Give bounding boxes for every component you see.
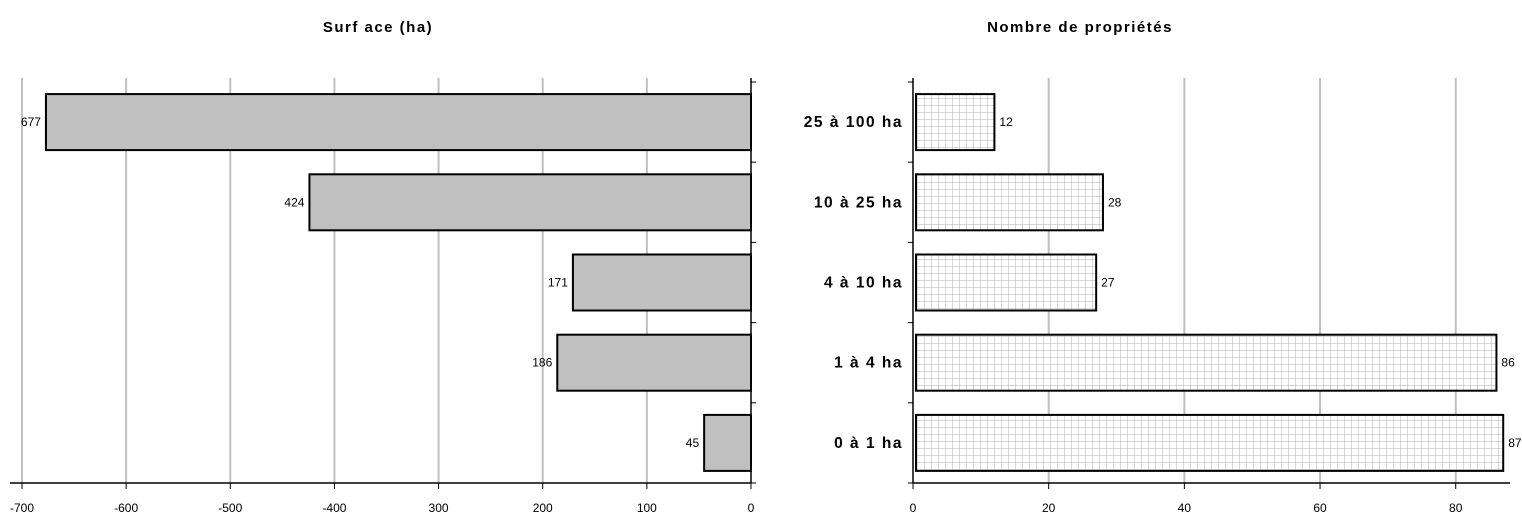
data-label: 186	[532, 356, 552, 370]
bar-count-0-1-ha	[915, 413, 1505, 472]
data-label: 171	[548, 276, 568, 290]
data-label: 27	[1101, 276, 1115, 290]
x-tick-label: 300	[429, 501, 449, 515]
data-label: 87	[1508, 436, 1522, 450]
bar-surface-10-25-ha	[308, 173, 752, 232]
data-label: 677	[21, 115, 41, 129]
bar-surface-1-4-ha	[556, 333, 753, 392]
category-label: 10 à 25 ha	[814, 194, 903, 211]
data-label: 45	[686, 436, 700, 450]
category-label: 1 à 4 ha	[834, 355, 903, 372]
category-label: 0 à 1 ha	[834, 435, 903, 452]
bar-surface-25-100-ha	[44, 93, 752, 152]
bar-count-4-10-ha	[915, 253, 1098, 312]
x-tick-label: 80	[1449, 501, 1463, 515]
bar-count-1-4-ha	[915, 333, 1498, 392]
x-tick-label: -700	[10, 501, 34, 515]
x-tick-label: 20	[1042, 501, 1056, 515]
count-data-labels: 12 28 27 86 87	[999, 115, 1521, 450]
surface-axes	[10, 78, 756, 489]
x-tick-label: 0	[748, 501, 755, 515]
count-tick-labels: 0 20 40 60 80	[910, 501, 1463, 515]
surface-chart-title: Surf ace (ha)	[323, 19, 433, 36]
x-tick-label: 60	[1313, 501, 1327, 515]
surface-bars	[44, 93, 753, 472]
x-tick-label: 0	[910, 501, 917, 515]
x-tick-label: -500	[218, 501, 242, 515]
data-label: 424	[284, 195, 304, 209]
count-chart: Nombre de propriétés 0 20 40 60 80 12 28 27 86 8…	[908, 19, 1522, 515]
count-bars	[915, 93, 1505, 472]
count-chart-title: Nombre de propriétés	[987, 19, 1173, 36]
category-label: 25 à 100 ha	[804, 114, 903, 131]
bar-count-25-100-ha	[915, 93, 996, 152]
x-tick-label: 100	[637, 501, 657, 515]
bar-surface-4-10-ha	[571, 253, 752, 312]
data-label: 86	[1501, 356, 1515, 370]
bar-count-10-25-ha	[915, 173, 1104, 232]
surface-chart: Surf ace (ha) -700 -600 -500 -400 300 200 100 0…	[10, 19, 756, 515]
bar-surface-0-1-ha	[703, 413, 753, 472]
data-label: 28	[1108, 195, 1122, 209]
data-label: 12	[999, 115, 1013, 129]
category-label: 4 à 10 ha	[824, 275, 903, 292]
x-tick-label: -400	[322, 501, 346, 515]
x-tick-label: 40	[1178, 501, 1192, 515]
x-tick-label: 200	[533, 501, 553, 515]
surface-data-labels: 677 424 171 186 45	[21, 115, 700, 450]
surface-tick-labels: -700 -600 -500 -400 300 200 100 0	[10, 501, 755, 515]
x-tick-label: -600	[114, 501, 138, 515]
category-labels: 25 à 100 ha 10 à 25 ha 4 à 10 ha 1 à 4 ha 0 …	[804, 114, 903, 452]
count-axes	[908, 78, 1510, 489]
